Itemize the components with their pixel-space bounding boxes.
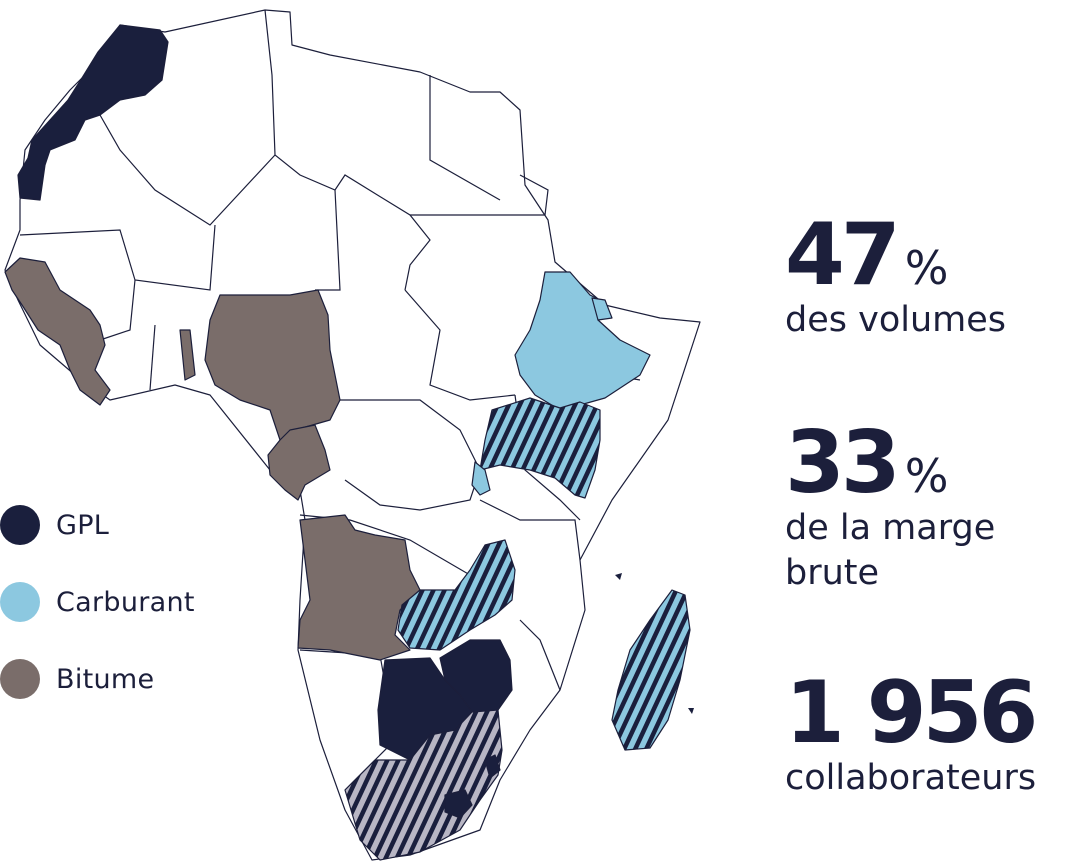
stat-marge-label-line1: de la marge: [785, 508, 996, 548]
stat-marge: 33% de la marge brute: [785, 420, 995, 596]
stat-collaborateurs-number: 1 956: [785, 663, 1038, 763]
stat-collaborateurs-value: 1 956: [785, 670, 1038, 756]
legend: GPL Carburant Bitume: [0, 505, 195, 736]
stat-collaborateurs-label: collaborateurs: [785, 758, 1037, 798]
stat-marge-unit: %: [904, 449, 949, 503]
region-nigeria-cameroon-bitume: [204, 289, 341, 441]
legend-item-carburant: Carburant: [0, 582, 195, 622]
stat-collaborateurs: 1 956 collaborateurs: [785, 670, 1038, 801]
stat-marge-value: 33%: [785, 420, 995, 506]
region-eswatini-gpl: [484, 754, 501, 779]
region-west-coast-bitume: [4, 257, 111, 406]
stat-marge-number: 33: [785, 413, 901, 513]
africa-map: [4, 9, 701, 861]
legend-item-bitume: Bitume: [0, 659, 195, 699]
island-comoros: [615, 573, 622, 580]
region-morocco: [17, 24, 169, 201]
region-djibouti-carburant: [591, 297, 613, 321]
legend-item-gpl: GPL: [0, 505, 195, 545]
stat-marge-label-line2: brute: [785, 553, 880, 593]
region-burundi-carburant: [471, 461, 491, 496]
region-madagascar-striped: [611, 589, 691, 751]
legend-label-bitume: Bitume: [56, 663, 155, 695]
legend-label-carburant: Carburant: [56, 586, 195, 618]
stat-volumes-value: 47%: [785, 212, 1006, 298]
stat-volumes-unit: %: [904, 241, 949, 295]
island-reunion: [688, 708, 694, 714]
legend-swatch-carburant: [0, 582, 40, 622]
stat-volumes-number: 47: [785, 205, 901, 305]
region-zimbabwe-gpl: [439, 639, 513, 713]
legend-swatch-gpl: [0, 505, 40, 545]
region-congo-bitume: [267, 424, 331, 501]
region-kenya-uganda-striped: [479, 397, 601, 499]
region-angola-bitume: [297, 514, 421, 661]
region-zambia-striped: [397, 539, 516, 651]
region-ghana-bitume: [179, 329, 196, 381]
stat-volumes: 47% des volumes: [785, 212, 1006, 343]
region-lesotho-gpl: [444, 789, 473, 819]
legend-swatch-bitume: [0, 659, 40, 699]
stat-volumes-label: des volumes: [785, 300, 1007, 340]
legend-label-gpl: GPL: [56, 509, 110, 541]
region-south-africa-striped: [344, 709, 503, 861]
